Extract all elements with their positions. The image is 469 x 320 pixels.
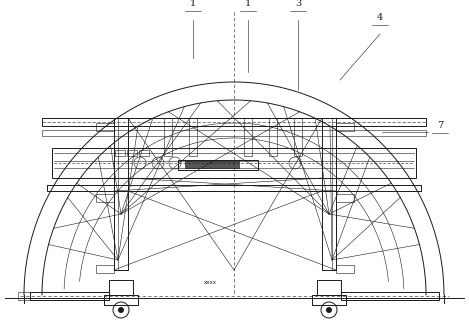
Bar [104,295,138,305]
Bar [114,118,128,270]
Bar [115,150,125,156]
Bar [322,118,336,270]
Bar [312,295,346,305]
Circle shape [118,307,124,313]
Bar [336,194,354,202]
Bar [139,150,149,156]
Text: 1: 1 [190,0,196,8]
Bar [42,130,426,136]
Bar [96,123,114,131]
Bar [269,118,277,156]
Bar [52,148,416,178]
Bar [185,161,240,169]
Bar [47,185,421,191]
Bar [127,150,137,156]
Text: 4: 4 [377,13,383,22]
Text: xxxx: xxxx [204,280,217,285]
Bar [336,265,354,273]
Text: 7: 7 [437,121,443,130]
Bar [96,194,114,202]
Bar [96,265,114,273]
Bar [341,292,439,300]
Text: 1: 1 [245,0,251,8]
Bar [178,160,258,170]
Bar [30,292,109,300]
Bar [42,118,426,126]
Bar [294,118,302,156]
Text: 3: 3 [295,0,301,8]
Bar [164,118,172,156]
Bar [109,280,133,295]
Circle shape [326,307,332,313]
Bar [336,123,354,131]
Bar [189,118,197,156]
Bar [244,118,252,156]
Bar [317,280,341,295]
